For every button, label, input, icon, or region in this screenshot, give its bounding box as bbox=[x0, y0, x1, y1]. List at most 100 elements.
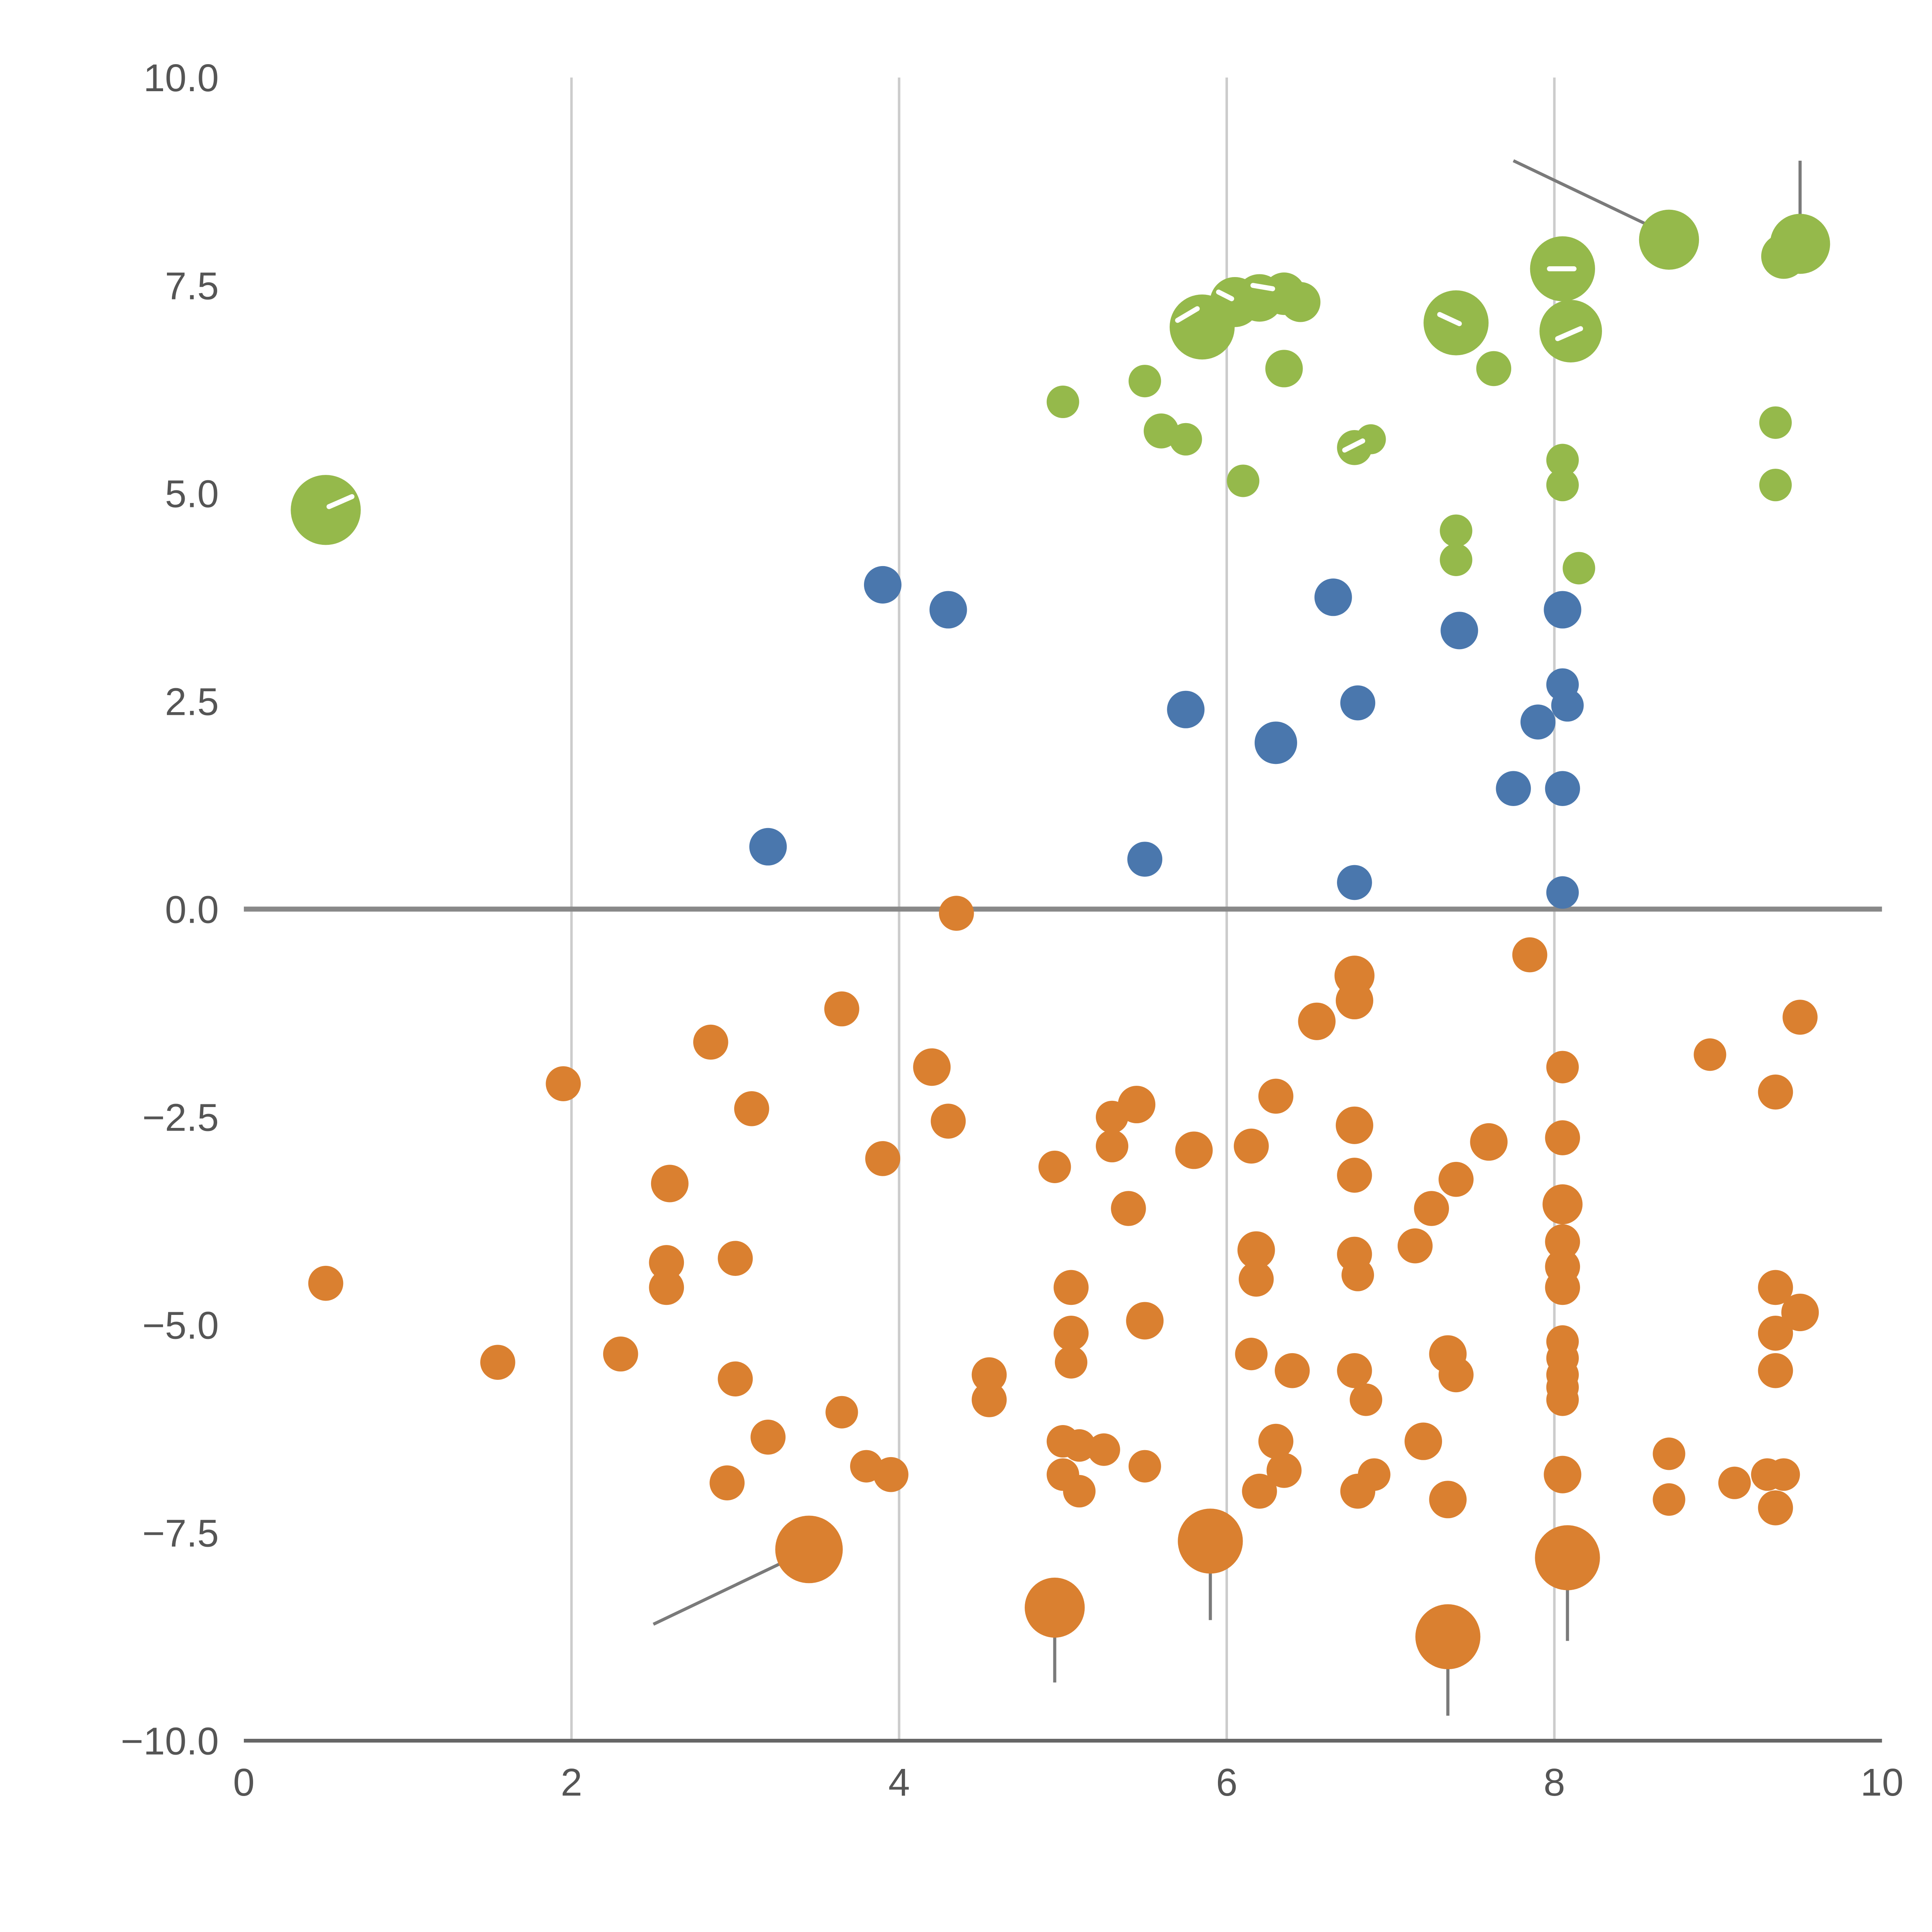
data-point-orange-cluster-bottom bbox=[930, 1104, 966, 1139]
data-point-orange-cluster-bottom bbox=[308, 1265, 344, 1301]
data-point-orange-cluster-bottom bbox=[865, 1141, 900, 1176]
data-point-blue-cluster-middle bbox=[1520, 704, 1556, 740]
data-point-orange-cluster-bottom bbox=[1546, 1383, 1579, 1416]
data-point-orange-cluster-bottom bbox=[1178, 1509, 1243, 1574]
data-point-orange-cluster-bottom bbox=[1535, 1525, 1600, 1590]
data-point-orange-cluster-bottom bbox=[693, 1024, 728, 1060]
data-point-orange-cluster-bottom bbox=[775, 1515, 843, 1583]
x-tick-label: 4 bbox=[888, 1761, 910, 1804]
data-point-orange-cluster-bottom bbox=[1758, 1353, 1793, 1388]
data-point-orange-cluster-bottom bbox=[1235, 1338, 1268, 1371]
data-point-orange-cluster-bottom bbox=[1544, 1456, 1582, 1493]
y-tick-label: 10.0 bbox=[143, 56, 219, 100]
data-point-green-cluster-top bbox=[1128, 365, 1161, 398]
data-point-orange-cluster-bottom bbox=[603, 1336, 638, 1372]
data-point-green-cluster-top bbox=[1546, 444, 1579, 476]
data-point-orange-cluster-bottom bbox=[1111, 1191, 1146, 1226]
y-tick-label: −5.0 bbox=[142, 1304, 219, 1347]
data-point-orange-cluster-bottom bbox=[718, 1361, 753, 1396]
data-point-orange-cluster-bottom bbox=[1438, 1162, 1474, 1197]
data-point-orange-cluster-bottom bbox=[825, 1396, 858, 1429]
data-point-green-cluster-top bbox=[1759, 406, 1792, 439]
data-point-orange-cluster-bottom bbox=[480, 1345, 515, 1380]
data-point-orange-cluster-bottom bbox=[1298, 1002, 1336, 1040]
data-point-orange-cluster-bottom bbox=[1063, 1429, 1096, 1462]
data-point-orange-cluster-bottom bbox=[1470, 1123, 1508, 1161]
data-point-blue-cluster-middle bbox=[1496, 771, 1531, 806]
data-point-orange-cluster-bottom bbox=[1053, 1316, 1089, 1351]
data-point-orange-cluster-bottom bbox=[1350, 1383, 1383, 1416]
data-point-orange-cluster-bottom bbox=[651, 1165, 689, 1202]
data-point-blue-cluster-middle bbox=[929, 591, 967, 629]
data-point-orange-cluster-bottom bbox=[1758, 1270, 1793, 1305]
data-point-blue-cluster-middle bbox=[1127, 842, 1163, 877]
data-point-green-cluster-top bbox=[1546, 469, 1579, 502]
data-point-blue-cluster-middle bbox=[1254, 721, 1297, 764]
data-point-green-cluster-top bbox=[1280, 282, 1321, 322]
data-point-orange-cluster-bottom bbox=[718, 1241, 753, 1276]
data-point-green-cluster-top bbox=[1355, 424, 1386, 454]
data-point-orange-cluster-bottom bbox=[1546, 1051, 1579, 1083]
data-point-orange-cluster-bottom bbox=[1718, 1466, 1751, 1499]
data-point-orange-cluster-bottom bbox=[1758, 1316, 1793, 1351]
annotation-line bbox=[653, 1556, 794, 1626]
white-slit-mark bbox=[1216, 289, 1234, 301]
data-point-orange-cluster-bottom bbox=[1415, 1604, 1481, 1669]
data-point-orange-cluster-bottom bbox=[1335, 981, 1373, 1020]
x-tick-label: 2 bbox=[561, 1761, 582, 1804]
y-tick-label: −7.5 bbox=[142, 1512, 219, 1555]
y-tick-label: 2.5 bbox=[165, 680, 219, 723]
data-point-orange-cluster-bottom bbox=[1095, 1100, 1129, 1133]
data-point-green-cluster-top bbox=[1770, 214, 1830, 274]
data-point-blue-cluster-middle bbox=[1337, 865, 1372, 900]
data-point-orange-cluster-bottom bbox=[1266, 1453, 1302, 1488]
data-point-orange-cluster-bottom bbox=[1758, 1074, 1793, 1110]
data-point-green-cluster-top bbox=[291, 475, 361, 545]
data-point-blue-cluster-middle bbox=[1546, 876, 1579, 909]
data-point-orange-cluster-bottom bbox=[1545, 1224, 1580, 1259]
data-point-blue-cluster-middle bbox=[864, 566, 902, 604]
data-point-orange-cluster-bottom bbox=[1053, 1270, 1089, 1305]
x-tick-label: 8 bbox=[1544, 1761, 1565, 1804]
data-point-green-cluster-top bbox=[1759, 469, 1792, 502]
data-point-green-cluster-top bbox=[1169, 423, 1202, 456]
data-point-blue-cluster-middle bbox=[1545, 771, 1580, 806]
data-point-orange-cluster-bottom bbox=[1545, 1270, 1580, 1305]
data-point-orange-cluster-bottom bbox=[1087, 1433, 1120, 1466]
data-point-orange-cluster-bottom bbox=[971, 1382, 1007, 1417]
data-point-orange-cluster-bottom bbox=[1335, 1106, 1373, 1144]
y-tick-label: 7.5 bbox=[165, 264, 219, 308]
data-point-orange-cluster-bottom bbox=[1038, 1150, 1071, 1183]
data-point-orange-cluster-bottom bbox=[1175, 1131, 1213, 1169]
data-point-orange-cluster-bottom bbox=[1429, 1481, 1467, 1519]
data-point-orange-cluster-bottom bbox=[1237, 1231, 1275, 1269]
data-point-orange-cluster-bottom bbox=[1258, 1078, 1294, 1114]
data-point-orange-cluster-bottom bbox=[1404, 1422, 1442, 1460]
data-point-orange-cluster-bottom bbox=[971, 1357, 1007, 1393]
data-point-blue-cluster-middle bbox=[1167, 690, 1205, 728]
data-point-orange-cluster-bottom bbox=[1128, 1450, 1161, 1483]
data-point-orange-cluster-bottom bbox=[824, 991, 859, 1027]
data-point-orange-cluster-bottom bbox=[1337, 1158, 1372, 1193]
data-point-orange-cluster-bottom bbox=[1694, 1038, 1726, 1071]
data-point-orange-cluster-bottom bbox=[1258, 1423, 1294, 1459]
data-point-blue-cluster-middle bbox=[1544, 591, 1582, 629]
data-point-orange-cluster-bottom bbox=[1063, 1475, 1096, 1508]
data-point-green-cluster-top bbox=[1476, 351, 1512, 386]
data-point-orange-cluster-bottom bbox=[913, 1048, 951, 1086]
data-point-orange-cluster-bottom bbox=[1543, 1184, 1583, 1225]
y-tick-label: −10.0 bbox=[121, 1719, 219, 1763]
data-point-orange-cluster-bottom bbox=[1358, 1458, 1391, 1491]
data-point-orange-cluster-bottom bbox=[1653, 1437, 1685, 1470]
white-slit-mark bbox=[1175, 306, 1200, 323]
data-point-orange-cluster-bottom bbox=[1238, 1262, 1274, 1297]
data-point-green-cluster-top bbox=[1046, 385, 1079, 418]
data-point-orange-cluster-bottom bbox=[1337, 1353, 1372, 1388]
data-point-orange-cluster-bottom bbox=[1341, 1259, 1374, 1291]
data-point-orange-cluster-bottom bbox=[1275, 1353, 1310, 1388]
x-tick-label: 6 bbox=[1216, 1761, 1238, 1804]
data-point-orange-cluster-bottom bbox=[939, 896, 974, 931]
data-point-orange-cluster-bottom bbox=[1054, 1346, 1088, 1379]
